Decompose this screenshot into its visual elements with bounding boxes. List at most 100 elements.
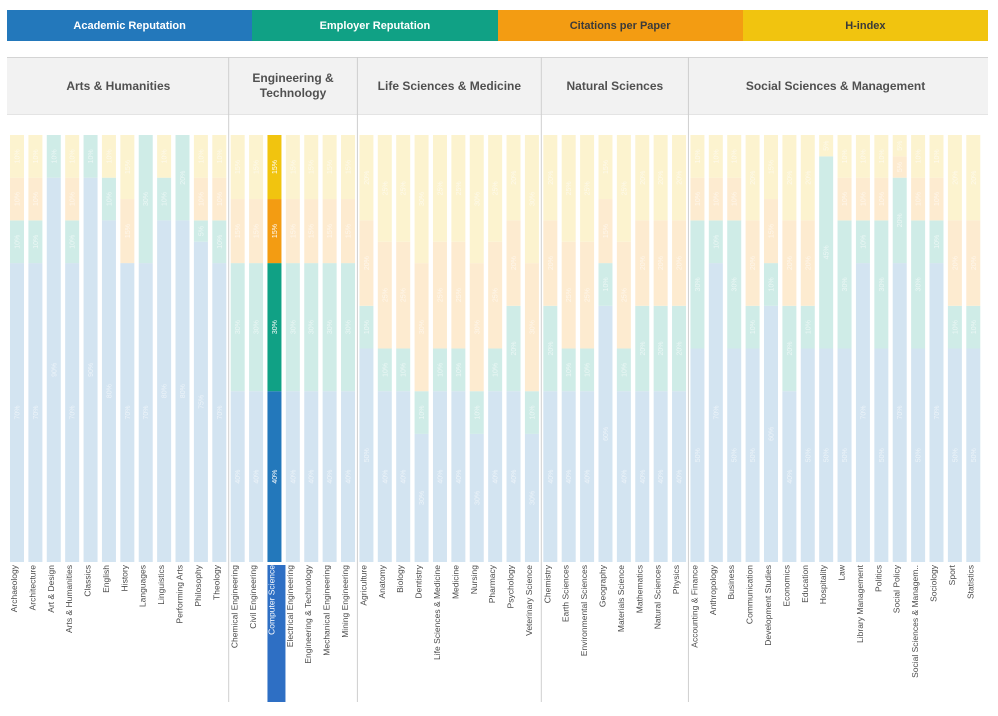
bar-segment-social-policy-h-index xyxy=(892,135,907,157)
bar-segment-chemistry-academic-reputation xyxy=(543,391,558,562)
bar-value-label: 40% xyxy=(658,470,665,484)
bar-segment-sport-citations-per-paper xyxy=(947,220,962,306)
bar-segment-mathematics-employer-reputation xyxy=(635,305,650,392)
bar-value-label: 30% xyxy=(842,277,849,291)
bar-segment-sport-h-index xyxy=(947,135,962,221)
bar-value-label: 10% xyxy=(566,363,573,377)
bar-segment-library-management-h-index xyxy=(855,135,870,178)
stacked-bar-chart: 70% 10% 10% 10% Archaeology 70% 10% 10% 10% Archi… xyxy=(9,57,981,702)
legend-h-index[interactable]: H-index xyxy=(742,10,988,41)
bar-value-label: 25% xyxy=(401,181,408,195)
x-tick-label-mining-engineering: Mining Engineering xyxy=(340,565,350,638)
bar-segment-politics-h-index xyxy=(874,135,889,178)
bar-value-label: 70% xyxy=(143,406,150,420)
bar-segment-psychology-employer-reputation xyxy=(506,305,521,392)
bar-segment-mechanical-engineering-academic-reputation xyxy=(322,391,337,562)
bar-value-label: 30% xyxy=(419,320,426,334)
bar-segment-economics-academic-reputation xyxy=(782,391,797,562)
bar-segment-life-sciences-and-medicine-citations-per-paper xyxy=(432,241,447,349)
bar-value-label: 70% xyxy=(897,406,904,420)
bar-value-label: 30% xyxy=(474,320,481,334)
group-header-natural-sciences: Natural Sciences xyxy=(566,78,664,93)
bar-value-label: 80% xyxy=(180,384,187,398)
bar-value-label: 10% xyxy=(934,192,941,206)
legend: Academic Reputation Employer Reputation … xyxy=(7,10,988,41)
x-tick-label-dentistry: Dentistry xyxy=(414,564,424,598)
bar-value-label: 50% xyxy=(695,448,702,462)
bar-value-label: 20% xyxy=(971,256,978,270)
bar-segment-archaeology-employer-reputation xyxy=(10,220,24,264)
bar-segment-chemical-engineering-h-index xyxy=(230,135,245,200)
bar-segment-earth-sciences-citations-per-paper xyxy=(561,241,576,349)
bar-value-label: 20% xyxy=(750,256,757,270)
bar-segment-agriculture-employer-reputation xyxy=(359,305,374,349)
bar-value-label: 10% xyxy=(916,149,923,163)
bar-value-label: 10% xyxy=(750,320,757,334)
legend-academic-reputation[interactable]: Academic Reputation xyxy=(7,10,253,41)
x-tick-label-politics: Politics xyxy=(873,565,883,592)
bar-segment-architecture-academic-reputation xyxy=(28,263,43,562)
legend-employer-reputation[interactable]: Employer Reputation xyxy=(252,10,498,41)
bar-value-label: 10% xyxy=(88,149,95,163)
bar-value-label: 10% xyxy=(382,363,389,377)
group-header-arts-humanities: Arts & Humanities xyxy=(66,78,171,93)
bar-segment-development-studies-employer-reputation xyxy=(763,263,778,306)
bar-segment-veterinary-science-h-index xyxy=(524,135,539,264)
bar-segment-archaeology-citations-per-paper xyxy=(10,177,24,221)
bar-segment-classics-employer-reputation xyxy=(83,135,98,178)
bar-segment-politics-academic-reputation xyxy=(874,348,889,562)
bar-value-label: 10% xyxy=(529,406,536,420)
bar-value-label: 25% xyxy=(401,288,408,302)
bar-value-label: 20% xyxy=(971,171,978,185)
bar-value-label: 10% xyxy=(493,363,500,377)
bar-segment-business-h-index xyxy=(727,135,742,178)
bar-segment-natural-sciences-h-index xyxy=(653,135,668,221)
bar-value-label: 15% xyxy=(290,160,297,174)
x-tick-label-sport: Sport xyxy=(947,564,957,585)
bar-segment-medicine-citations-per-paper xyxy=(451,241,466,349)
bar-segment-social-sciences-and-managem-h-index xyxy=(911,135,926,178)
x-tick-label-geography: Geography xyxy=(597,564,607,607)
x-tick-label-biology: Biology xyxy=(395,564,405,593)
bar-value-label: 25% xyxy=(585,288,592,302)
bar-value-label: 20% xyxy=(511,341,518,355)
bar-value-label: 20% xyxy=(805,171,812,185)
bar-segment-history-academic-reputation xyxy=(120,263,135,562)
bar-segment-economics-employer-reputation xyxy=(782,305,797,392)
bar-value-label: 20% xyxy=(677,341,684,355)
bar-value-label: 10% xyxy=(768,277,775,291)
x-tick-label-accounting-and-finance: Accounting & Finance xyxy=(689,565,699,648)
x-tick-label-mathematics: Mathematics xyxy=(634,565,644,613)
bar-value-label: 25% xyxy=(493,181,500,195)
bar-value-label: 25% xyxy=(456,181,463,195)
bar-segment-arts-and-humanities-citations-per-paper xyxy=(65,177,80,221)
bar-segment-sociology-h-index xyxy=(929,135,944,178)
bar-segment-library-management-citations-per-paper xyxy=(855,177,870,221)
bar-segment-library-management-academic-reputation xyxy=(855,263,870,562)
bar-value-label: 5% xyxy=(897,141,904,151)
bar-segment-chemical-engineering-academic-reputation xyxy=(230,391,245,562)
bar-segment-pharmacy-employer-reputation xyxy=(488,348,503,392)
bar-value-label: 40% xyxy=(456,470,463,484)
bar-segment-life-sciences-and-medicine-h-index xyxy=(432,135,447,242)
bar-value-label: 10% xyxy=(695,149,702,163)
bar-segment-chemical-engineering-citations-per-paper xyxy=(230,199,245,264)
legend-citations-per-paper[interactable]: Citations per Paper xyxy=(497,10,743,41)
bar-segment-mathematics-academic-reputation xyxy=(635,391,650,562)
bar-segment-geography-academic-reputation xyxy=(598,305,613,562)
bar-value-label: 20% xyxy=(952,171,959,185)
bar-segment-electrical-engineering-academic-reputation xyxy=(285,391,300,562)
bar-value-label: 40% xyxy=(290,470,297,484)
x-tick-label-veterinary-science: Veterinary Science xyxy=(524,565,534,636)
bar-value-label: 20% xyxy=(952,256,959,270)
bar-segment-environmental-sciences-h-index xyxy=(580,135,595,242)
bar-value-label: 10% xyxy=(15,149,22,163)
bar-segment-civil-engineering-citations-per-paper xyxy=(249,199,264,264)
bar-value-label: 10% xyxy=(860,235,867,249)
bar-value-label: 50% xyxy=(750,448,757,462)
bar-segment-earth-sciences-employer-reputation xyxy=(561,348,576,392)
bar-segment-psychology-academic-reputation xyxy=(506,391,521,562)
bar-value-label: 25% xyxy=(382,288,389,302)
bar-value-label: 10% xyxy=(860,192,867,206)
bar-segment-mechanical-engineering-citations-per-paper xyxy=(322,199,337,264)
